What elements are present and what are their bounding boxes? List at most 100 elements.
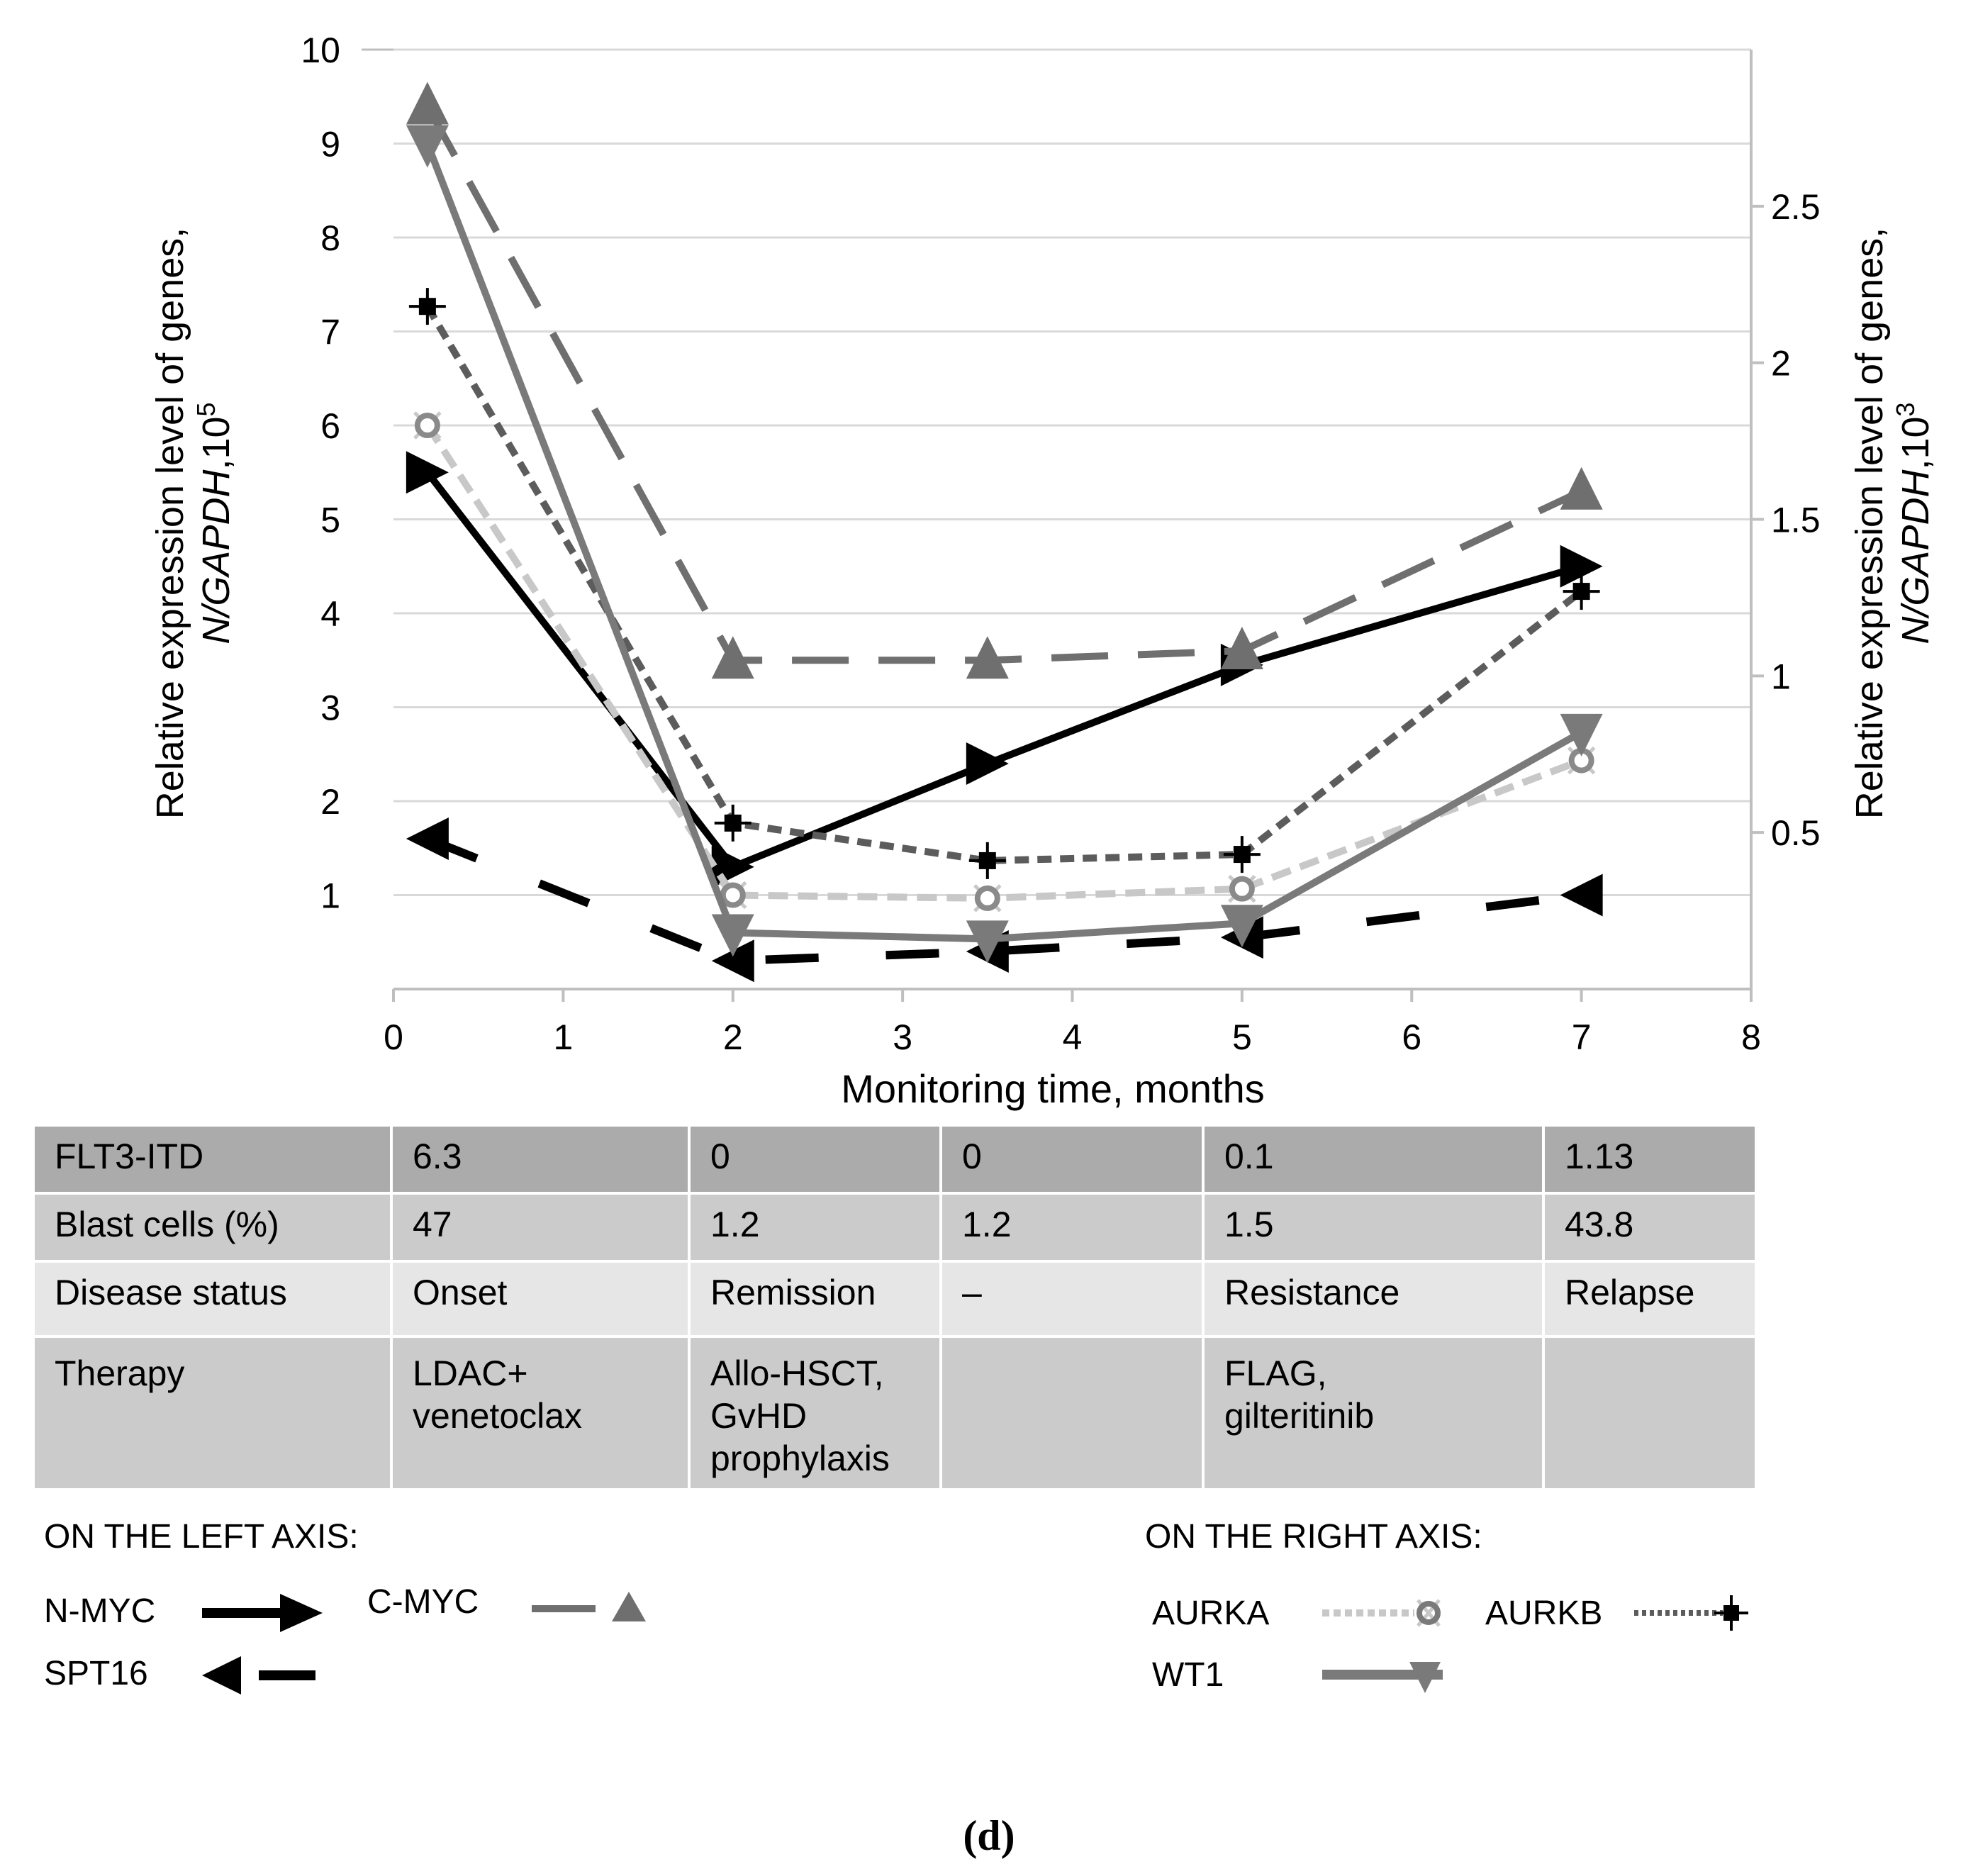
point-spt16-1 <box>711 939 754 983</box>
y-left-tick-label-1: 1 <box>320 876 340 916</box>
table-cell: FLAG, gilteritinib <box>1202 1335 1545 1491</box>
legend-label-c-myc: C-MYC <box>367 1583 479 1621</box>
point-wt1-2 <box>966 920 1009 964</box>
point-c-myc-2 <box>966 636 1009 679</box>
table-cell: 0.1 <box>1202 1124 1545 1195</box>
point-wt1-0 <box>406 125 449 168</box>
point-c-myc-4 <box>1560 467 1603 510</box>
x-tick-label-8: 8 <box>1741 1017 1761 1057</box>
x-axis-label: Monitoring time, months <box>841 1066 1265 1111</box>
table-cell: Resistance <box>1202 1260 1545 1338</box>
point-n-myc-1 <box>711 845 754 888</box>
y-left-tick-label-5: 5 <box>320 501 340 540</box>
legend-swatch-wt1 <box>1322 1662 1443 1693</box>
legend-right-title: ON THE RIGHT AXIS: <box>1145 1518 1482 1556</box>
left-axis-label-line2: N/GAPDH,105 <box>191 402 238 644</box>
point-aurkb-2 <box>968 842 1006 879</box>
legend-swatch-aurkb <box>1634 1595 1748 1631</box>
point-aurka-0 <box>413 411 442 440</box>
row-label: Disease status <box>32 1260 393 1338</box>
y-right-tick-label-1.5: 1.5 <box>1771 501 1821 540</box>
row-label: FLT3-ITD <box>32 1124 393 1195</box>
series-line-c-myc <box>424 104 1583 664</box>
gridlines <box>393 48 1751 896</box>
table-row: Disease status Onset Remission – Resistance R… <box>32 1260 1758 1338</box>
table-cell: Relapse <box>1542 1260 1758 1338</box>
point-c-myc-0 <box>406 82 449 125</box>
legend-left-title: ON THE LEFT AXIS: <box>44 1518 359 1556</box>
point-c-myc-3 <box>1220 627 1263 669</box>
y-left-tick-label-7: 7 <box>320 313 340 352</box>
legend-label-n-myc: N-MYC <box>44 1592 156 1630</box>
summary-table: FLT3-ITD 6.3 0 0 0.1 1.13 Blast cells (%) 47 1.2… <box>32 1124 1758 1491</box>
point-n-myc-0 <box>406 451 449 494</box>
legend-swatch-spt16 <box>202 1656 315 1694</box>
legend-label-aurka: AURKA <box>1152 1595 1270 1632</box>
y-right-tick-label-1: 1 <box>1771 657 1791 696</box>
chart: 0 1 2 3 4 5 6 7 8 1 2 3 4 5 6 7 8 9 10 0.5 1 1.5 2 2.5 Monitori… <box>149 30 1937 1111</box>
right-axis-label: Relative expression level of genes, N/GA… <box>1848 228 1937 819</box>
table-row: FLT3-ITD 6.3 0 0 0.1 1.13 <box>32 1124 1758 1195</box>
row-label: Therapy <box>32 1335 393 1491</box>
point-wt1-3 <box>1220 905 1263 948</box>
right-axis-label-line2: N/GAPDH,103 <box>1891 402 1937 644</box>
table-cell: Onset <box>390 1260 691 1338</box>
left-axis-label-line1: Relative expression level of genes, <box>149 228 191 819</box>
legend-swatch-aurka <box>1322 1599 1441 1627</box>
x-tick-label-6: 6 <box>1402 1017 1421 1057</box>
table-cell: 47 <box>390 1192 691 1263</box>
series-line-aurkb <box>424 304 1584 864</box>
point-aurka-3 <box>1228 874 1256 903</box>
table-cell: – <box>939 1260 1205 1338</box>
y-left-tick-label-4: 4 <box>320 594 340 634</box>
table-cell: Allo-HSCT, GvHD prophylaxis <box>688 1335 942 1491</box>
x-tick-label-0: 0 <box>384 1017 403 1057</box>
table-cell: 6.3 <box>390 1124 691 1195</box>
left-axis-label: Relative expression level of genes, N/GA… <box>149 228 238 819</box>
y-right-tick-label-0.5: 0.5 <box>1771 813 1821 853</box>
x-tick-label-3: 3 <box>893 1017 912 1057</box>
table-cell <box>1542 1335 1758 1491</box>
table-cell: 1.13 <box>1542 1124 1758 1195</box>
x-tick-label-7: 7 <box>1572 1017 1592 1057</box>
row-label: Blast cells (%) <box>32 1192 393 1263</box>
x-tick-label-1: 1 <box>553 1017 573 1057</box>
x-tick-label-5: 5 <box>1232 1017 1252 1057</box>
table-cell: 0 <box>939 1124 1205 1195</box>
series-layer <box>406 82 1603 983</box>
legend-label-spt16: SPT16 <box>44 1655 148 1692</box>
right-axis-label-line1: Relative expression level of genes, <box>1848 228 1891 819</box>
point-n-myc-4 <box>1560 545 1603 588</box>
y-left-tick-label-8: 8 <box>320 218 340 258</box>
y-right-tick-label-2: 2 <box>1771 344 1791 384</box>
table-row: Therapy LDAC+ venetoclax Allo-HSCT, GvHD prop… <box>32 1335 1758 1491</box>
series-line-wt1 <box>424 142 1584 943</box>
point-spt16-0 <box>406 817 449 860</box>
legend-label-aurkb: AURKB <box>1485 1595 1603 1632</box>
table-row: Blast cells (%) 47 1.2 1.2 1.5 43.8 <box>32 1192 1758 1263</box>
table-cell <box>939 1335 1205 1491</box>
table-cell: 1.2 <box>939 1192 1205 1263</box>
y-left-tick-label-9: 9 <box>320 125 340 164</box>
table-cell: 43.8 <box>1542 1192 1758 1263</box>
table-cell: 1.2 <box>688 1192 942 1263</box>
series-line-n-myc <box>424 470 1583 871</box>
point-wt1-1 <box>711 914 754 957</box>
y-left-tick-label-10: 10 <box>301 30 340 70</box>
x-tick-label-2: 2 <box>723 1017 743 1057</box>
point-aurkb-3 <box>1223 836 1261 873</box>
table-cell: 1.5 <box>1202 1192 1545 1263</box>
legend-swatch-c-myc <box>532 1592 646 1621</box>
panel-label: (d) <box>963 1812 1015 1859</box>
series-wt1 <box>406 125 1603 964</box>
y-left-tick-label-3: 3 <box>320 688 340 728</box>
legend-label-wt1: WT1 <box>1152 1656 1224 1694</box>
tick-labels: 0 1 2 3 4 5 6 7 8 1 2 3 4 5 6 7 8 9 10 0.5 1 1.5 2 2.5 <box>301 30 1820 1057</box>
point-c-myc-1 <box>711 636 754 679</box>
y-left-tick-label-6: 6 <box>320 406 340 446</box>
table-cell: Remission <box>688 1260 942 1338</box>
series-spt16 <box>406 817 1603 983</box>
point-spt16-4 <box>1560 873 1603 917</box>
point-n-myc-2 <box>966 742 1009 785</box>
table-cell: LDAC+ venetoclax <box>390 1335 691 1491</box>
